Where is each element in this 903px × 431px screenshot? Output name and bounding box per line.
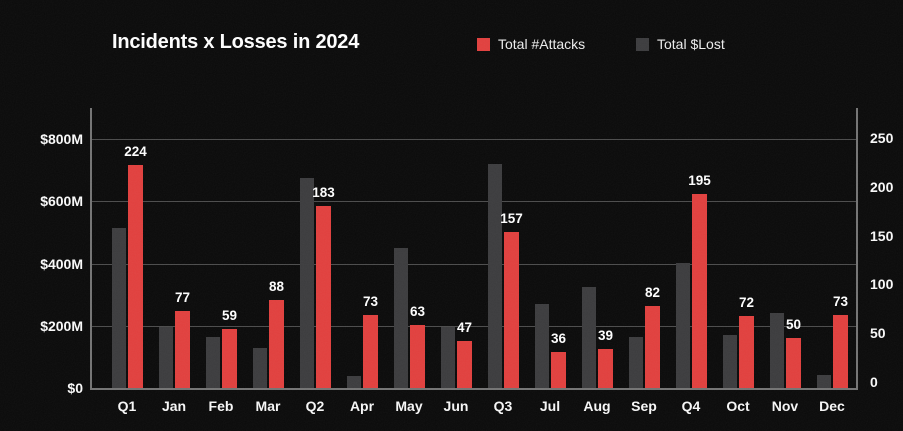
right-axis-tick-label: 150: [870, 227, 894, 244]
legend-label-total-lost: Total $Lost: [657, 36, 725, 52]
bar-total-attacks: [269, 300, 284, 388]
category-label: Mar: [255, 398, 281, 414]
bar-total-attacks: [739, 316, 754, 388]
bar-total-lost: [300, 178, 314, 388]
left-axis-tick-label: $800M: [40, 131, 83, 147]
bar-total-lost: [723, 335, 737, 388]
bar-total-attacks: [128, 165, 143, 388]
bar-value-label: 88: [268, 279, 285, 294]
category-label: Feb: [208, 398, 234, 414]
right-axis-tick-label: 0: [870, 374, 878, 390]
bar-total-attacks: [316, 206, 331, 388]
bar-value-label: 82: [644, 285, 661, 300]
bar-value-label: 73: [832, 294, 849, 309]
category-label: Nov: [771, 398, 799, 414]
category-label: Jul: [539, 398, 561, 414]
right-axis-tick-label: 250: [870, 130, 894, 146]
y-axis-right: [856, 108, 858, 390]
bar-total-lost: [535, 304, 549, 388]
bar-value-label: 157: [500, 211, 523, 226]
bar-total-attacks: [222, 329, 237, 388]
right-axis-tick-label: 200: [870, 178, 894, 195]
bar-total-lost: [441, 327, 455, 388]
bar-value-label: 183: [312, 185, 335, 200]
category-label: Q3: [493, 398, 513, 414]
bar-total-lost: [347, 376, 361, 388]
category-label: Sep: [631, 398, 657, 414]
category-label: Dec: [819, 398, 845, 414]
bar-value-label: 59: [221, 308, 238, 323]
chart-title: Incidents x Losses in 2024: [112, 31, 360, 53]
bar-total-attacks: [457, 341, 472, 388]
bar-total-attacks: [645, 306, 660, 388]
bar-value-label: 72: [738, 295, 755, 310]
bar-value-label: 73: [362, 294, 379, 309]
bar-total-attacks: [786, 338, 801, 388]
bar-total-lost: [629, 337, 643, 388]
category-label: Apr: [349, 398, 375, 414]
bar-value-label: 50: [785, 317, 802, 332]
bar-value-label: 224: [124, 144, 147, 159]
category-label: Jun: [443, 398, 469, 414]
gridline: [92, 201, 856, 203]
left-axis-tick-label: $0: [67, 380, 83, 396]
bar-total-attacks: [504, 232, 519, 388]
category-label: Q2: [305, 398, 325, 414]
bar-value-label: 36: [550, 331, 567, 346]
bar-total-attacks: [551, 352, 566, 388]
gridline: [92, 263, 856, 265]
bar-total-lost: [817, 375, 831, 388]
category-label: Q1: [117, 398, 137, 414]
bar-value-label: 195: [688, 173, 711, 188]
bar-total-lost: [206, 337, 220, 388]
bar-value-label: 77: [174, 290, 191, 305]
left-axis-tick-label: $400M: [40, 255, 83, 272]
bar-total-attacks: [410, 325, 425, 388]
legend-item-total-attacks[interactable]: Total #Attacks: [477, 36, 585, 52]
bar-total-attacks: [833, 315, 848, 388]
lost-legend-swatch-icon: [636, 37, 649, 51]
gridline: [92, 139, 856, 140]
right-axis-tick-label: 100: [870, 276, 894, 293]
category-label: Jan: [161, 398, 187, 414]
bar-total-lost: [112, 228, 126, 388]
bar-value-label: 47: [456, 320, 473, 335]
left-axis-tick-label: $600M: [40, 193, 83, 210]
bar-total-lost: [676, 263, 690, 388]
category-label: May: [395, 398, 423, 414]
right-axis-tick-label: 50: [870, 325, 886, 342]
attacks-legend-swatch-icon: [477, 37, 490, 51]
bar-value-label: 63: [409, 304, 426, 319]
category-label: Q4: [681, 398, 701, 414]
left-axis-tick-label: $200M: [40, 317, 83, 334]
bar-total-lost: [159, 327, 173, 388]
x-axis: [90, 388, 858, 390]
bar-total-attacks: [598, 349, 613, 388]
bar-total-lost: [488, 164, 502, 388]
bar-total-attacks: [363, 315, 378, 388]
bar-total-lost: [253, 348, 267, 388]
category-label: Oct: [726, 398, 750, 414]
bar-value-label: 39: [597, 328, 614, 343]
y-axis-left: [90, 108, 92, 390]
legend-item-total-lost[interactable]: Total $Lost: [636, 36, 725, 52]
category-label: Aug: [583, 398, 611, 414]
bar-total-attacks: [692, 194, 707, 388]
bar-total-attacks: [175, 311, 190, 388]
legend-label-total-attacks: Total #Attacks: [498, 36, 586, 52]
